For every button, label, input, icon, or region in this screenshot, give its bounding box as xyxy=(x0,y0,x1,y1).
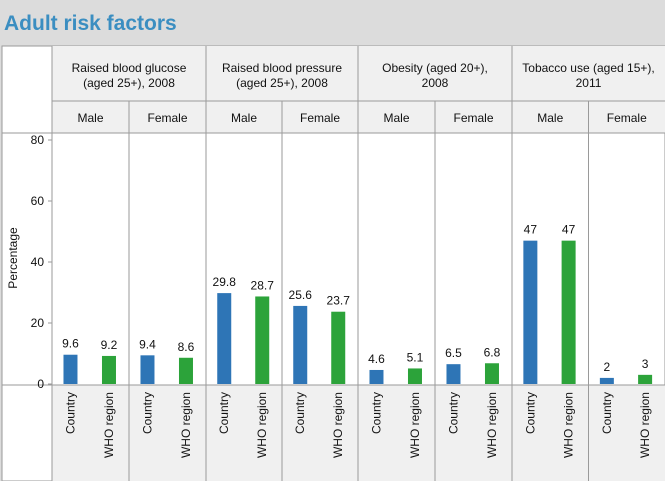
subgroup-header-label: Male xyxy=(383,111,409,125)
subgroup-header-label: Male xyxy=(77,111,103,125)
subgroup-header-label: Female xyxy=(300,111,340,125)
subgroup-header-label: Female xyxy=(453,111,493,125)
subgroup-header-label: Female xyxy=(607,111,647,125)
group-header-label: Raised blood glucose xyxy=(72,61,187,75)
category-label: Country xyxy=(217,392,231,434)
group-header-label: Tobacco use (aged 15+), xyxy=(522,61,654,75)
category-label: Country xyxy=(446,392,460,434)
subgroup-header-label: Male xyxy=(231,111,257,125)
subgroup-header-label: Female xyxy=(147,111,187,125)
bar-value-label: 5.1 xyxy=(407,350,424,364)
bar xyxy=(407,368,422,384)
bar xyxy=(63,354,78,384)
bar xyxy=(293,305,308,384)
bar-value-label: 29.8 xyxy=(213,275,237,289)
bar xyxy=(599,377,614,384)
category-label: WHO region xyxy=(485,392,499,458)
subgroup-header-label: Male xyxy=(537,111,563,125)
bar-value-label: 23.7 xyxy=(327,294,351,308)
bar-value-label: 9.2 xyxy=(101,338,118,352)
bar xyxy=(369,369,384,384)
y-tick-label: 40 xyxy=(31,255,45,269)
bar xyxy=(523,240,538,384)
bar xyxy=(178,357,193,384)
y-axis-label: Percentage xyxy=(6,227,20,289)
bar-value-label: 9.6 xyxy=(62,337,79,351)
bar-value-label: 47 xyxy=(524,223,538,237)
category-label: Country xyxy=(63,392,77,434)
group-header-label: 2011 xyxy=(576,76,602,90)
bar xyxy=(561,240,576,384)
category-label: Country xyxy=(293,392,307,434)
category-label: Country xyxy=(369,392,383,434)
y-tick-label: 80 xyxy=(31,133,45,147)
bar xyxy=(446,364,461,384)
bar xyxy=(140,355,155,384)
category-label: WHO region xyxy=(255,392,269,458)
y-tick-label: 0 xyxy=(37,377,44,391)
group-header-label: (aged 25+), 2008 xyxy=(236,76,328,90)
category-label: Country xyxy=(600,392,614,434)
bar xyxy=(638,374,653,384)
bar xyxy=(217,293,232,384)
group-header-label: (aged 25+), 2008 xyxy=(83,76,175,90)
bar-value-label: 8.6 xyxy=(178,340,195,354)
bar-value-label: 25.6 xyxy=(289,288,313,302)
group-header-label: Raised blood pressure xyxy=(222,61,342,75)
bar-value-label: 6.5 xyxy=(445,346,462,360)
bar-value-label: 28.7 xyxy=(251,278,275,292)
bar-value-label: 6.8 xyxy=(484,345,501,359)
category-label: WHO region xyxy=(408,392,422,458)
category-label: WHO region xyxy=(102,392,116,458)
bar xyxy=(331,311,346,384)
category-label: Country xyxy=(523,392,537,434)
bar-value-label: 47 xyxy=(562,223,576,237)
bar-value-label: 3 xyxy=(642,357,649,371)
page-title: Adult risk factors xyxy=(4,12,177,35)
category-label: WHO region xyxy=(179,392,193,458)
category-label: WHO region xyxy=(331,392,345,458)
bar-value-label: 9.4 xyxy=(139,337,156,351)
bar xyxy=(101,355,116,384)
bar xyxy=(255,296,270,384)
category-label: WHO region xyxy=(562,392,576,458)
bar-value-label: 2 xyxy=(604,360,611,374)
group-header-label: 2008 xyxy=(422,76,449,90)
category-label: WHO region xyxy=(638,392,652,458)
category-label: Country xyxy=(140,392,154,434)
bar xyxy=(484,363,499,384)
y-tick-label: 20 xyxy=(31,316,45,330)
bar-value-label: 4.6 xyxy=(368,352,385,366)
group-header-label: Obesity (aged 20+), xyxy=(382,61,488,75)
y-tick-label: 60 xyxy=(31,194,45,208)
